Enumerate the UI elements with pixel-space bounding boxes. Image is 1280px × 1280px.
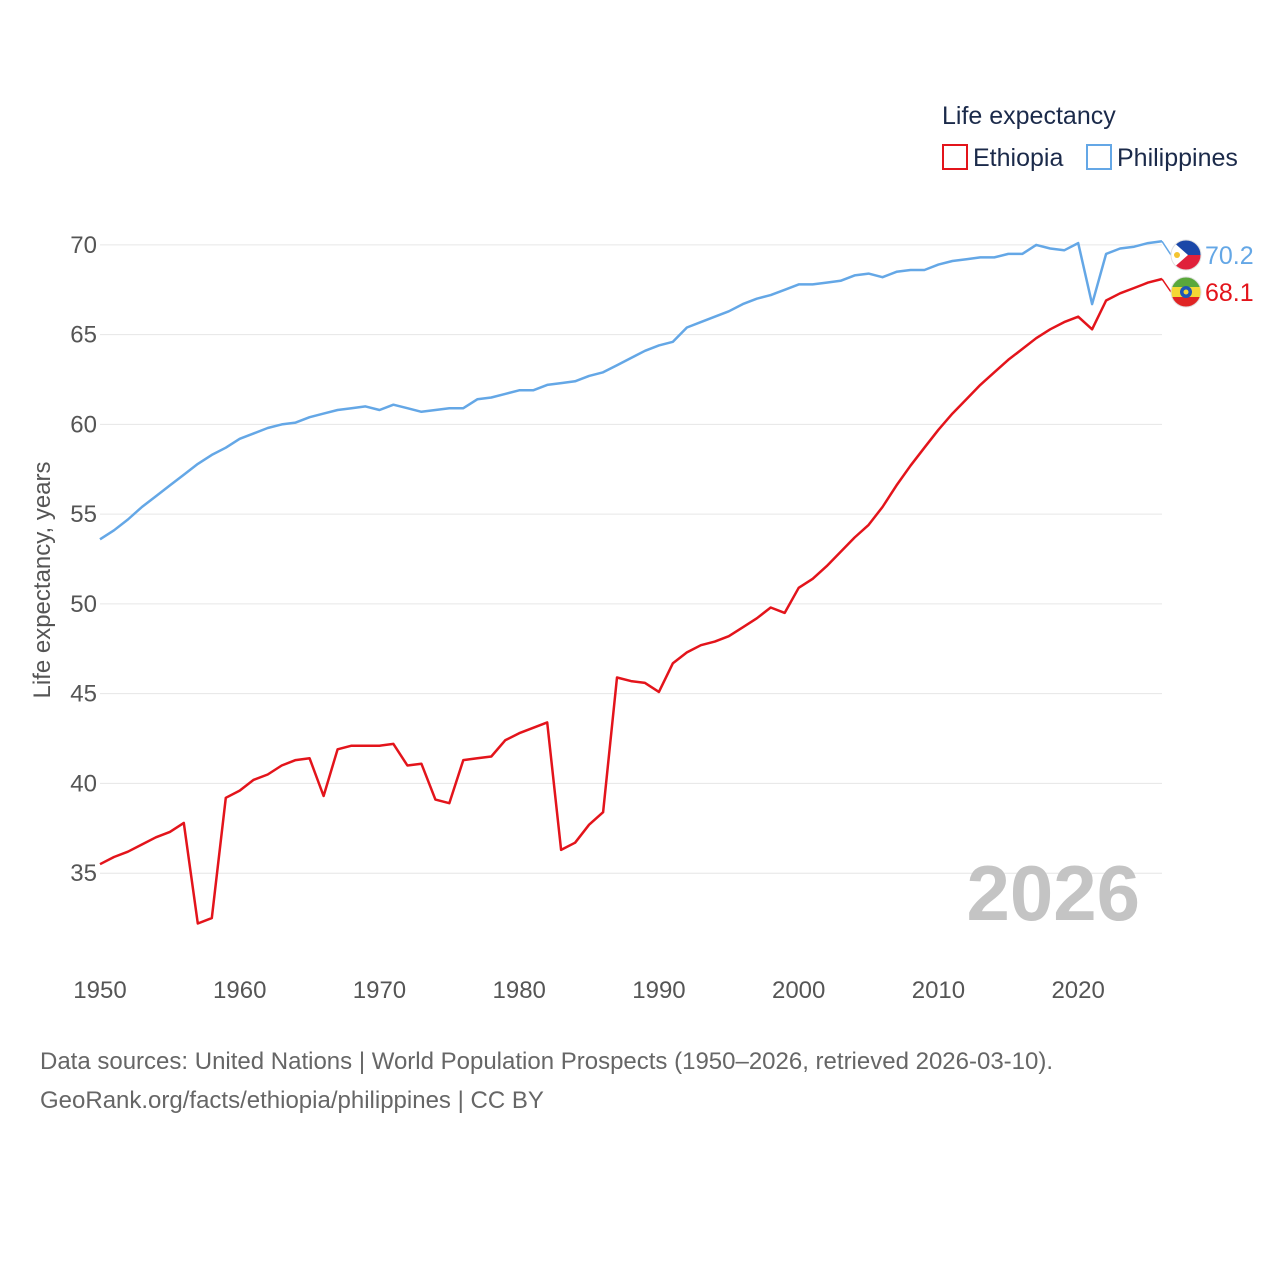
y-tick-label: 70 — [70, 232, 97, 259]
end-value-ethiopia: 68.1 — [1205, 279, 1254, 307]
end-connector — [1161, 240, 1172, 256]
x-tick-label: 2020 — [1051, 977, 1104, 1004]
source-note: Data sources: United Nations | World Pop… — [40, 1042, 1240, 1120]
legend-swatch-ethiopia[interactable] — [942, 144, 968, 170]
ethiopia-flag-icon — [1170, 276, 1202, 308]
y-tick-label: 35 — [70, 860, 97, 887]
legend-title: Life expectancy — [942, 102, 1116, 130]
legend: Life expectancy Ethiopia Philippines — [942, 102, 1238, 172]
x-tick-label: 1980 — [493, 977, 546, 1004]
legend-label-ethiopia[interactable]: Ethiopia — [973, 144, 1063, 172]
y-axis-title: Life expectancy, years — [29, 461, 56, 698]
x-tick-label: 2010 — [912, 977, 965, 1004]
end-connector — [1161, 278, 1172, 293]
series-line-ethiopia — [99, 277, 1163, 925]
year-watermark: 2026 — [966, 849, 1140, 937]
axes: 35 40 45 50 55 60 65 70 1950 1960 1970 1980 1990 2000… — [70, 232, 1105, 1004]
series-line-philippines — [99, 240, 1163, 541]
end-value-philippines: 70.2 — [1205, 242, 1254, 270]
x-tick-label: 1960 — [213, 977, 266, 1004]
y-tick-label: 45 — [70, 681, 97, 708]
y-tick-label: 50 — [70, 591, 97, 618]
y-tick-label: 60 — [70, 411, 97, 438]
source-line-1: Data sources: United Nations | World Pop… — [40, 1048, 1054, 1075]
source-line-2: GeoRank.org/facts/ethiopia/philippines |… — [40, 1087, 544, 1114]
legend-swatch-philippines[interactable] — [1086, 144, 1112, 170]
x-tick-label: 2000 — [772, 977, 825, 1004]
legend-label-philippines[interactable]: Philippines — [1117, 144, 1238, 172]
y-tick-label: 40 — [70, 770, 97, 797]
philippines-flag-icon — [1170, 239, 1202, 271]
x-tick-label: 1970 — [353, 977, 406, 1004]
x-tick-label: 1950 — [73, 977, 126, 1004]
y-tick-label: 65 — [70, 322, 97, 349]
y-tick-label: 55 — [70, 501, 97, 528]
x-tick-label: 1990 — [632, 977, 685, 1004]
series-lines — [99, 240, 1163, 925]
end-labels: 68.1 70.2 — [1161, 239, 1254, 308]
